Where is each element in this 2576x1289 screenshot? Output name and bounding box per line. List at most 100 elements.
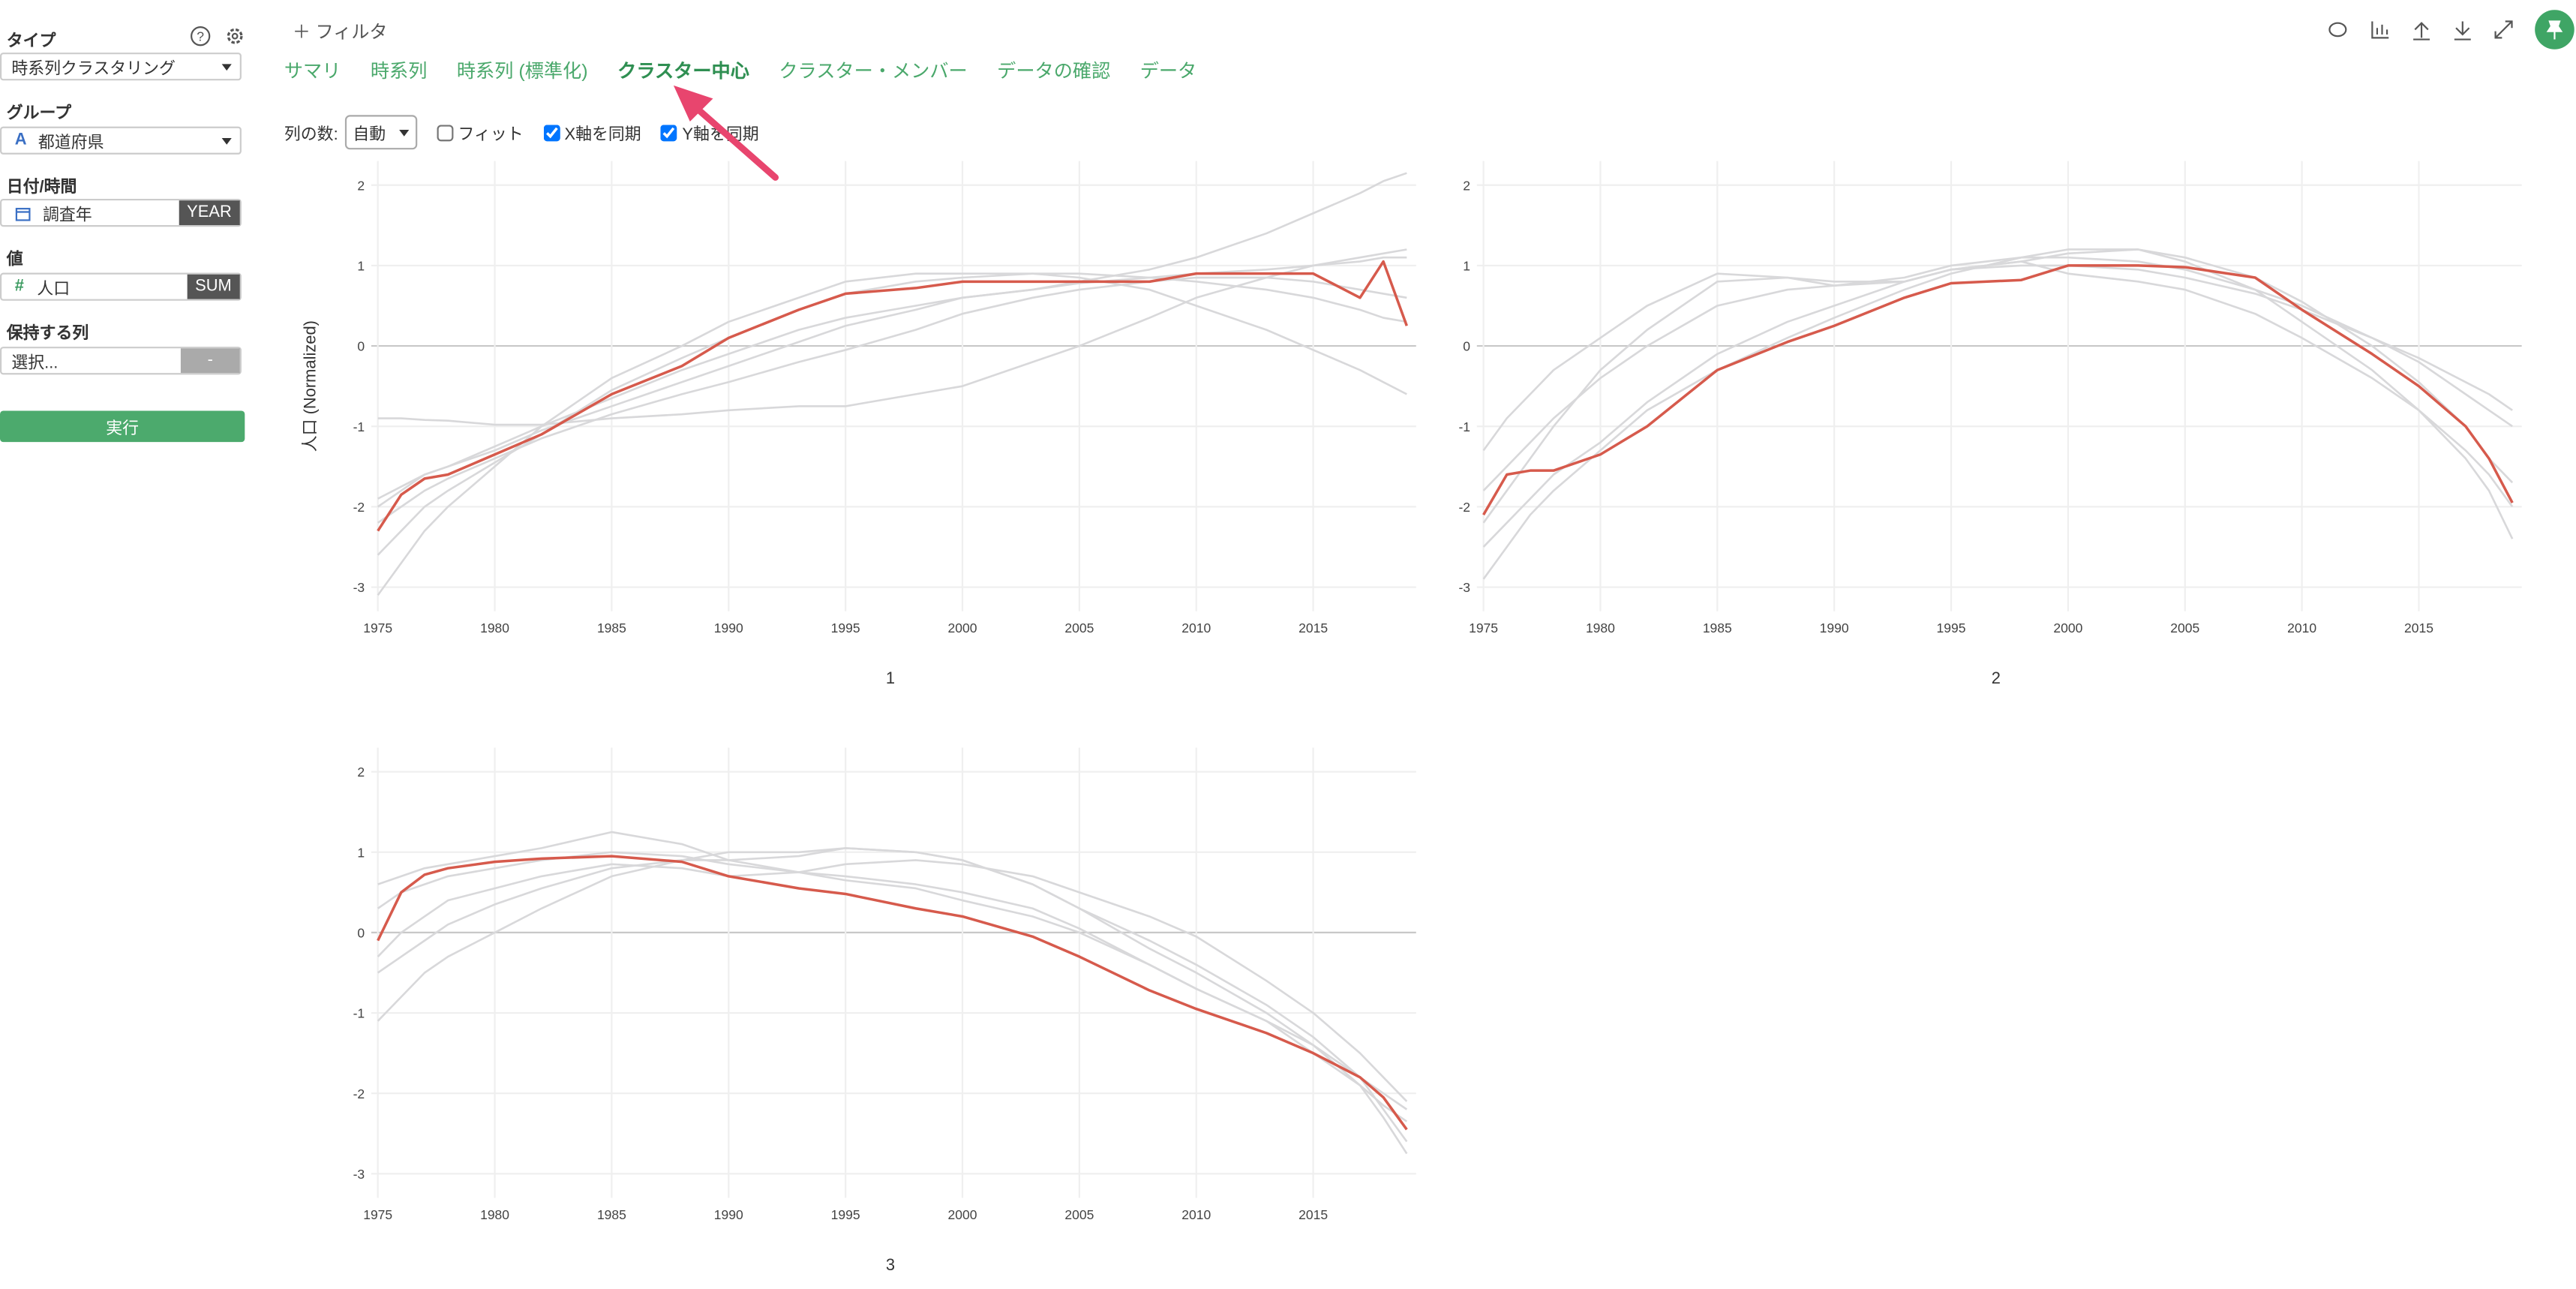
series-line (1482, 248, 2514, 548)
series-line (1482, 264, 2514, 515)
y-tick-label: 1 (357, 258, 365, 273)
checkbox[interactable] (660, 124, 677, 141)
keep-value: 選択... (11, 355, 59, 374)
group-icon: A (14, 131, 27, 150)
x-tick-label: 1990 (1820, 620, 1849, 635)
y-tick-label: -2 (353, 1086, 365, 1101)
series-line (377, 272, 1407, 556)
y-tick-label: 2 (1463, 178, 1470, 193)
checkbox[interactable] (437, 124, 453, 141)
x-tick-label: 1990 (714, 620, 743, 635)
y-tick-label: 0 (357, 339, 365, 354)
y-tick-label: -3 (1458, 580, 1470, 595)
series-line (377, 831, 1408, 1110)
tab[interactable]: 時系列 (標準化) (456, 62, 588, 83)
series-line (377, 276, 1407, 524)
series-line (377, 855, 1408, 1131)
filter-label: フィルタ (315, 23, 388, 43)
x-tick-label: 2000 (948, 1207, 977, 1222)
keep-label: 保持する列 (6, 325, 89, 344)
value-field[interactable]: # 人口 SUM (0, 272, 242, 301)
x-tick-label: 2005 (2170, 620, 2199, 635)
tab[interactable]: クラスター・メンバー (779, 62, 968, 83)
group-select[interactable]: A 都道府県 (0, 126, 242, 155)
top-icons[interactable] (2316, 10, 2576, 53)
annotation-arrow (673, 85, 779, 181)
x-tick-label: 1995 (831, 1207, 860, 1222)
x-tick-label: 1985 (1703, 620, 1732, 635)
y-tick-label: -3 (353, 1167, 365, 1182)
run-button[interactable]: 実行 (0, 410, 245, 443)
tab[interactable]: クラスター中心 (617, 62, 749, 83)
option-label: フィット (458, 126, 524, 145)
y-tick-label: 2 (357, 178, 365, 193)
date-value: 調査年 (42, 206, 92, 226)
series-line (377, 248, 1407, 426)
y-tick-label: 2 (357, 765, 365, 780)
x-tick-label: 2015 (2404, 620, 2433, 635)
tabs: サマリ 時系列 時系列 (標準化) クラスター中心 クラスター・メンバー データの確認 デー… (284, 58, 1196, 84)
date-field[interactable]: 調査年 YEAR (0, 198, 242, 227)
filter-button[interactable]: ＋ フィルタ (292, 23, 388, 43)
series-line (1482, 248, 2514, 580)
options: 列の数: 自動 フィット X軸を同期 Y軸を同期 (284, 115, 759, 150)
series-line (377, 847, 1408, 1155)
keep-button[interactable]: - (180, 348, 240, 374)
columns-value: 自動 (353, 126, 386, 145)
date-label: 日付/時間 (6, 179, 77, 197)
y-tick-label: -1 (353, 419, 365, 434)
series-line (1482, 260, 2514, 524)
series-line (377, 272, 1407, 596)
columns-select[interactable]: 自動 (344, 115, 417, 150)
y-tick-label: 1 (357, 845, 365, 860)
x-tick-label: 1995 (831, 620, 860, 635)
calendar-icon (15, 206, 31, 221)
option-label: X軸を同期 (564, 126, 641, 145)
series-line (377, 256, 1407, 500)
tab[interactable]: データの確認 (997, 62, 1111, 83)
y-tick-label: 1 (1463, 258, 1470, 273)
value-agg[interactable]: SUM (187, 274, 240, 299)
date-unit[interactable]: YEAR (179, 200, 240, 226)
x-tick-label: 2005 (1064, 1207, 1094, 1222)
y-axis-label: 人口 (Normalized) (300, 320, 319, 452)
group-value: 都道府県 (38, 134, 104, 153)
x-tick-label: 1985 (597, 1207, 626, 1222)
series-line (1482, 256, 2513, 491)
tab[interactable]: サマリ (284, 62, 341, 83)
facet-label: 1 (886, 669, 895, 687)
series-line (377, 859, 1408, 1102)
x-tick-label: 1995 (1937, 620, 1966, 635)
type-select[interactable]: 時系列クラスタリング (0, 53, 242, 81)
x-tick-label: 1985 (597, 620, 626, 635)
type-value: 時系列クラスタリング (11, 61, 176, 80)
series-line (377, 260, 1408, 532)
value-value: 人口 (37, 281, 71, 299)
x-tick-label: 2005 (1064, 620, 1094, 635)
y-tick-label: -1 (1458, 419, 1470, 434)
option[interactable]: フィット (437, 120, 524, 145)
option[interactable]: X軸を同期 (543, 120, 641, 145)
x-tick-label: 2000 (948, 620, 977, 635)
series-line (377, 172, 1407, 508)
svg-text:?: ? (197, 29, 204, 44)
x-tick-label: 1975 (363, 620, 392, 635)
facet-label: 2 (1992, 669, 2001, 687)
tab[interactable]: データ (1139, 62, 1197, 83)
sidebar-icons[interactable]: ? (191, 25, 250, 48)
x-tick-label: 2010 (1181, 1207, 1211, 1222)
y-tick-label: -2 (353, 500, 365, 515)
series-line (377, 851, 1408, 1122)
tab[interactable]: 時系列 (370, 62, 428, 83)
series-line (1482, 264, 2513, 452)
x-tick-label: 1980 (1586, 620, 1615, 635)
x-tick-label: 2010 (2287, 620, 2316, 635)
keep-select[interactable]: 選択... - (0, 347, 242, 375)
checkbox[interactable] (543, 124, 560, 141)
x-tick-label: 2010 (1181, 620, 1211, 635)
group-label: グループ (6, 105, 72, 124)
x-tick-label: 1990 (714, 1207, 743, 1222)
type-label: タイプ (6, 32, 56, 51)
